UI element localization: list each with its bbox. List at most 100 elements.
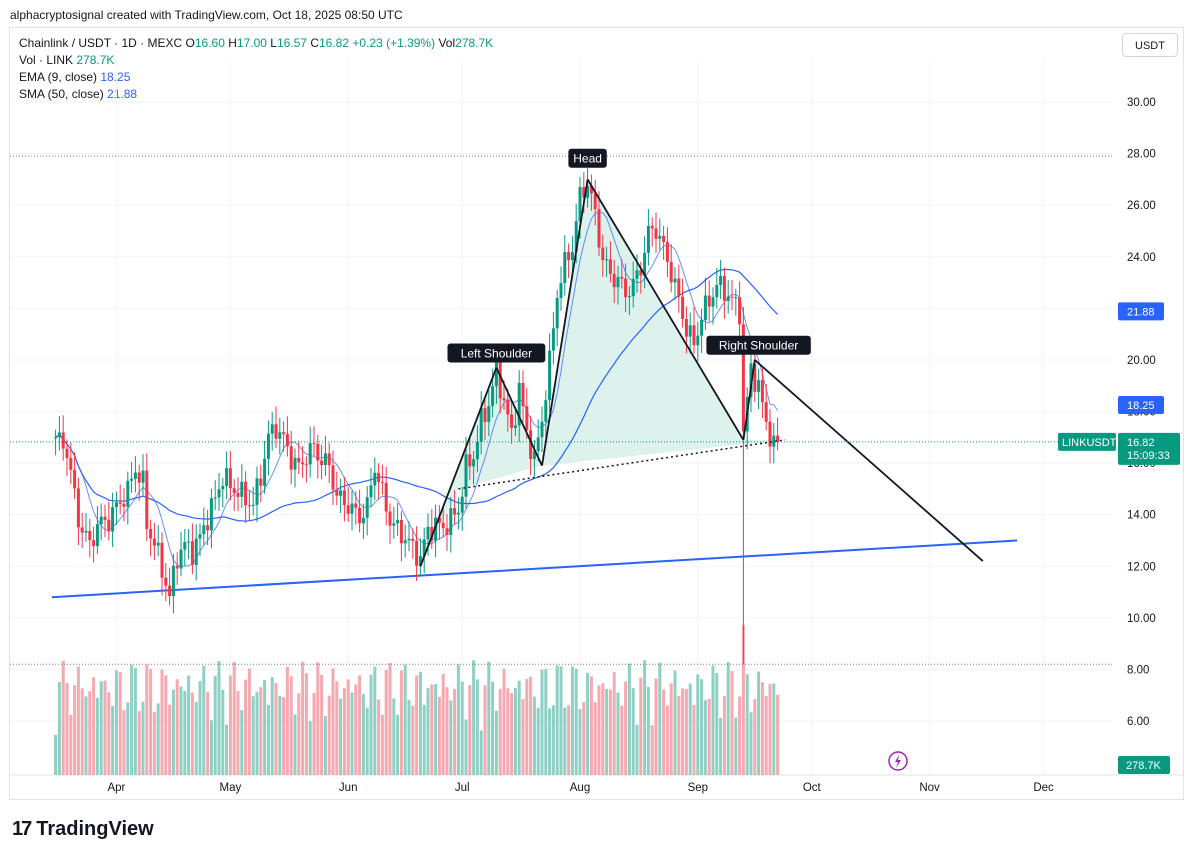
y-tick-label: 20.00	[1127, 355, 1156, 367]
candle-body	[236, 492, 240, 497]
candle-body	[354, 503, 358, 508]
volume-bar	[563, 707, 567, 775]
candle-body	[270, 424, 274, 434]
candle-body	[707, 295, 711, 307]
volume-bar	[738, 696, 742, 775]
volume-bar	[608, 689, 612, 775]
volume-bar	[354, 684, 358, 775]
volume-bar	[346, 679, 350, 775]
volume-bar	[282, 697, 286, 775]
candle-body	[69, 457, 73, 470]
legend-sma-value: 21.88	[107, 87, 138, 101]
candle-body	[567, 252, 571, 261]
candle-body	[57, 432, 61, 438]
candle-body	[525, 406, 529, 431]
x-tick-label: Dec	[1033, 782, 1054, 794]
candle-body	[76, 488, 80, 528]
volume-bar	[73, 685, 77, 775]
candle-body	[422, 539, 426, 557]
volume-bar	[532, 696, 536, 775]
volume-bar	[544, 669, 548, 775]
chart-frame	[9, 27, 1184, 800]
volume-bar	[688, 683, 692, 775]
candle-body	[437, 517, 441, 523]
candle-body	[61, 432, 65, 449]
volume-bar	[768, 683, 772, 775]
volume-bar	[430, 684, 434, 775]
volume-bar	[187, 675, 191, 775]
volume-bar	[358, 675, 362, 775]
volume-bar	[513, 687, 517, 775]
candle-body	[95, 524, 99, 547]
legend-ema-row[interactable]: EMA (9, close) 18.25	[19, 69, 493, 86]
candle-body	[677, 278, 681, 297]
volume-bar	[301, 661, 305, 775]
legend-symbol-row[interactable]: Chainlink / USDT · 1D · MEXC O16.60 H17.…	[19, 35, 493, 52]
x-tick-label: May	[220, 782, 242, 794]
currency-button[interactable]: USDT	[1122, 33, 1178, 57]
candle-body	[555, 297, 559, 329]
candle-body	[597, 209, 601, 248]
candle-body	[320, 460, 324, 466]
candle-body	[544, 400, 548, 422]
legend-volume-row[interactable]: Vol · LINK 278.7K	[19, 52, 493, 69]
legend-open: 16.60	[194, 36, 225, 50]
candle-body	[536, 437, 540, 452]
legend-vol: 278.7K	[455, 36, 494, 50]
volume-bar	[574, 668, 578, 775]
candle-body	[88, 530, 92, 541]
volume-bar	[605, 689, 609, 775]
candle-body	[510, 414, 514, 428]
volume-bar	[118, 672, 122, 775]
candle-body	[407, 538, 411, 541]
legend-low: 16.57	[276, 36, 307, 50]
volume-bar	[240, 709, 244, 775]
candle-body	[266, 433, 270, 459]
volume-bar	[456, 664, 460, 775]
volume-bar	[692, 704, 696, 775]
candle-body	[551, 328, 555, 351]
candle-body	[369, 485, 373, 498]
candle-body	[449, 508, 453, 536]
pattern-line	[754, 359, 984, 562]
legend-sma-row[interactable]: SMA (50, close) 21.88	[19, 86, 493, 103]
volume-bar	[764, 695, 768, 775]
volume-bar	[339, 698, 343, 775]
candle-body	[206, 525, 210, 531]
candle-body	[593, 193, 597, 210]
candle-body	[517, 382, 521, 426]
annotation-head-box	[568, 148, 607, 168]
candle-body	[692, 325, 696, 346]
volume-bar	[627, 663, 631, 775]
volume-bar	[141, 701, 145, 775]
ema-axis-label: 18.25	[1127, 400, 1155, 412]
volume-bar	[179, 686, 183, 775]
candle-body	[411, 538, 415, 541]
volume-bar	[103, 680, 107, 775]
candle-body	[399, 519, 403, 544]
x-tick-label: Nov	[919, 782, 940, 794]
candle-body	[658, 235, 662, 239]
candle-body	[168, 585, 172, 597]
volume-bar	[589, 676, 593, 775]
candle-body	[498, 359, 502, 399]
candle-body	[612, 273, 616, 288]
pattern-line	[586, 178, 745, 441]
volume-bar	[650, 725, 654, 775]
candle-body	[107, 519, 111, 532]
volume-bar	[392, 698, 396, 775]
candle-body	[620, 276, 624, 279]
volume-bar	[57, 682, 61, 775]
volume-bar	[202, 665, 206, 775]
candle-body	[365, 497, 369, 518]
volume-bar	[263, 680, 267, 775]
volume-bar	[232, 661, 236, 775]
y-tick-label: 30.00	[1127, 97, 1156, 109]
annotation-left-shoulder: Left Shoulder	[461, 346, 532, 360]
volume-bar	[145, 664, 149, 775]
volume-bar	[244, 679, 248, 775]
candle-body	[445, 528, 449, 536]
candle-body	[388, 511, 392, 526]
volume-bar	[396, 714, 400, 775]
